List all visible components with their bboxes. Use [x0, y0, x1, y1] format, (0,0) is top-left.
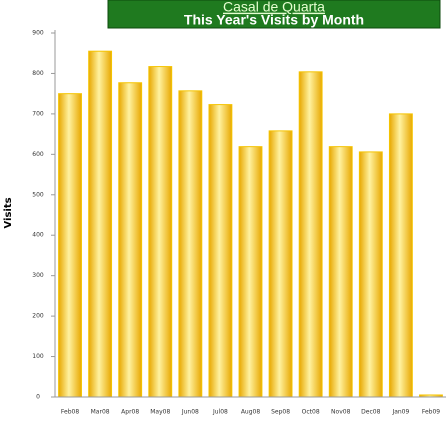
bar [148, 66, 173, 398]
x-tick-label: Jun08 [181, 409, 199, 416]
bar [328, 146, 353, 398]
y-tick-label: 100 [32, 353, 44, 360]
x-tick-label: Nov08 [331, 409, 351, 416]
y-tick-label: 900 [32, 30, 44, 37]
x-tick-label: Jul08 [212, 409, 228, 416]
bar [208, 104, 233, 398]
x-tick-label: Mar08 [91, 409, 110, 416]
x-tick-label: May08 [150, 409, 170, 416]
x-tick-label: Aug08 [241, 409, 261, 416]
bar [118, 82, 143, 398]
y-tick-label: 700 [32, 110, 44, 117]
y-tick-label: 200 [32, 313, 44, 320]
y-tick-label: 300 [32, 272, 44, 279]
bar [88, 50, 113, 398]
site-link[interactable]: Casal de Quarta [223, 0, 325, 15]
header-box [107, 0, 441, 29]
y-tick-label: 600 [32, 151, 44, 158]
x-tick-label: Feb08 [61, 409, 79, 416]
x-tick-label: Jan09 [391, 409, 409, 416]
y-tick-label: 500 [32, 191, 44, 198]
bar [238, 146, 263, 398]
bar [358, 151, 383, 398]
chart-title: This Year's Visits by Month [184, 12, 364, 28]
bar [388, 113, 413, 398]
bar [58, 93, 82, 398]
y-axis-label: Visits [3, 197, 14, 228]
x-tick-label: Dec08 [361, 409, 380, 416]
x-tick-label: Apr08 [121, 409, 139, 416]
y-tick-label: 800 [32, 70, 44, 77]
x-tick-label: Feb09 [422, 409, 440, 416]
y-tick-label: 400 [32, 232, 44, 239]
x-tick-label: Oct08 [302, 409, 320, 416]
y-tick-label: 0 [36, 394, 40, 401]
bar [298, 71, 323, 398]
bar [178, 90, 203, 398]
x-tick-label: Sep08 [271, 409, 290, 416]
bar [268, 130, 293, 398]
